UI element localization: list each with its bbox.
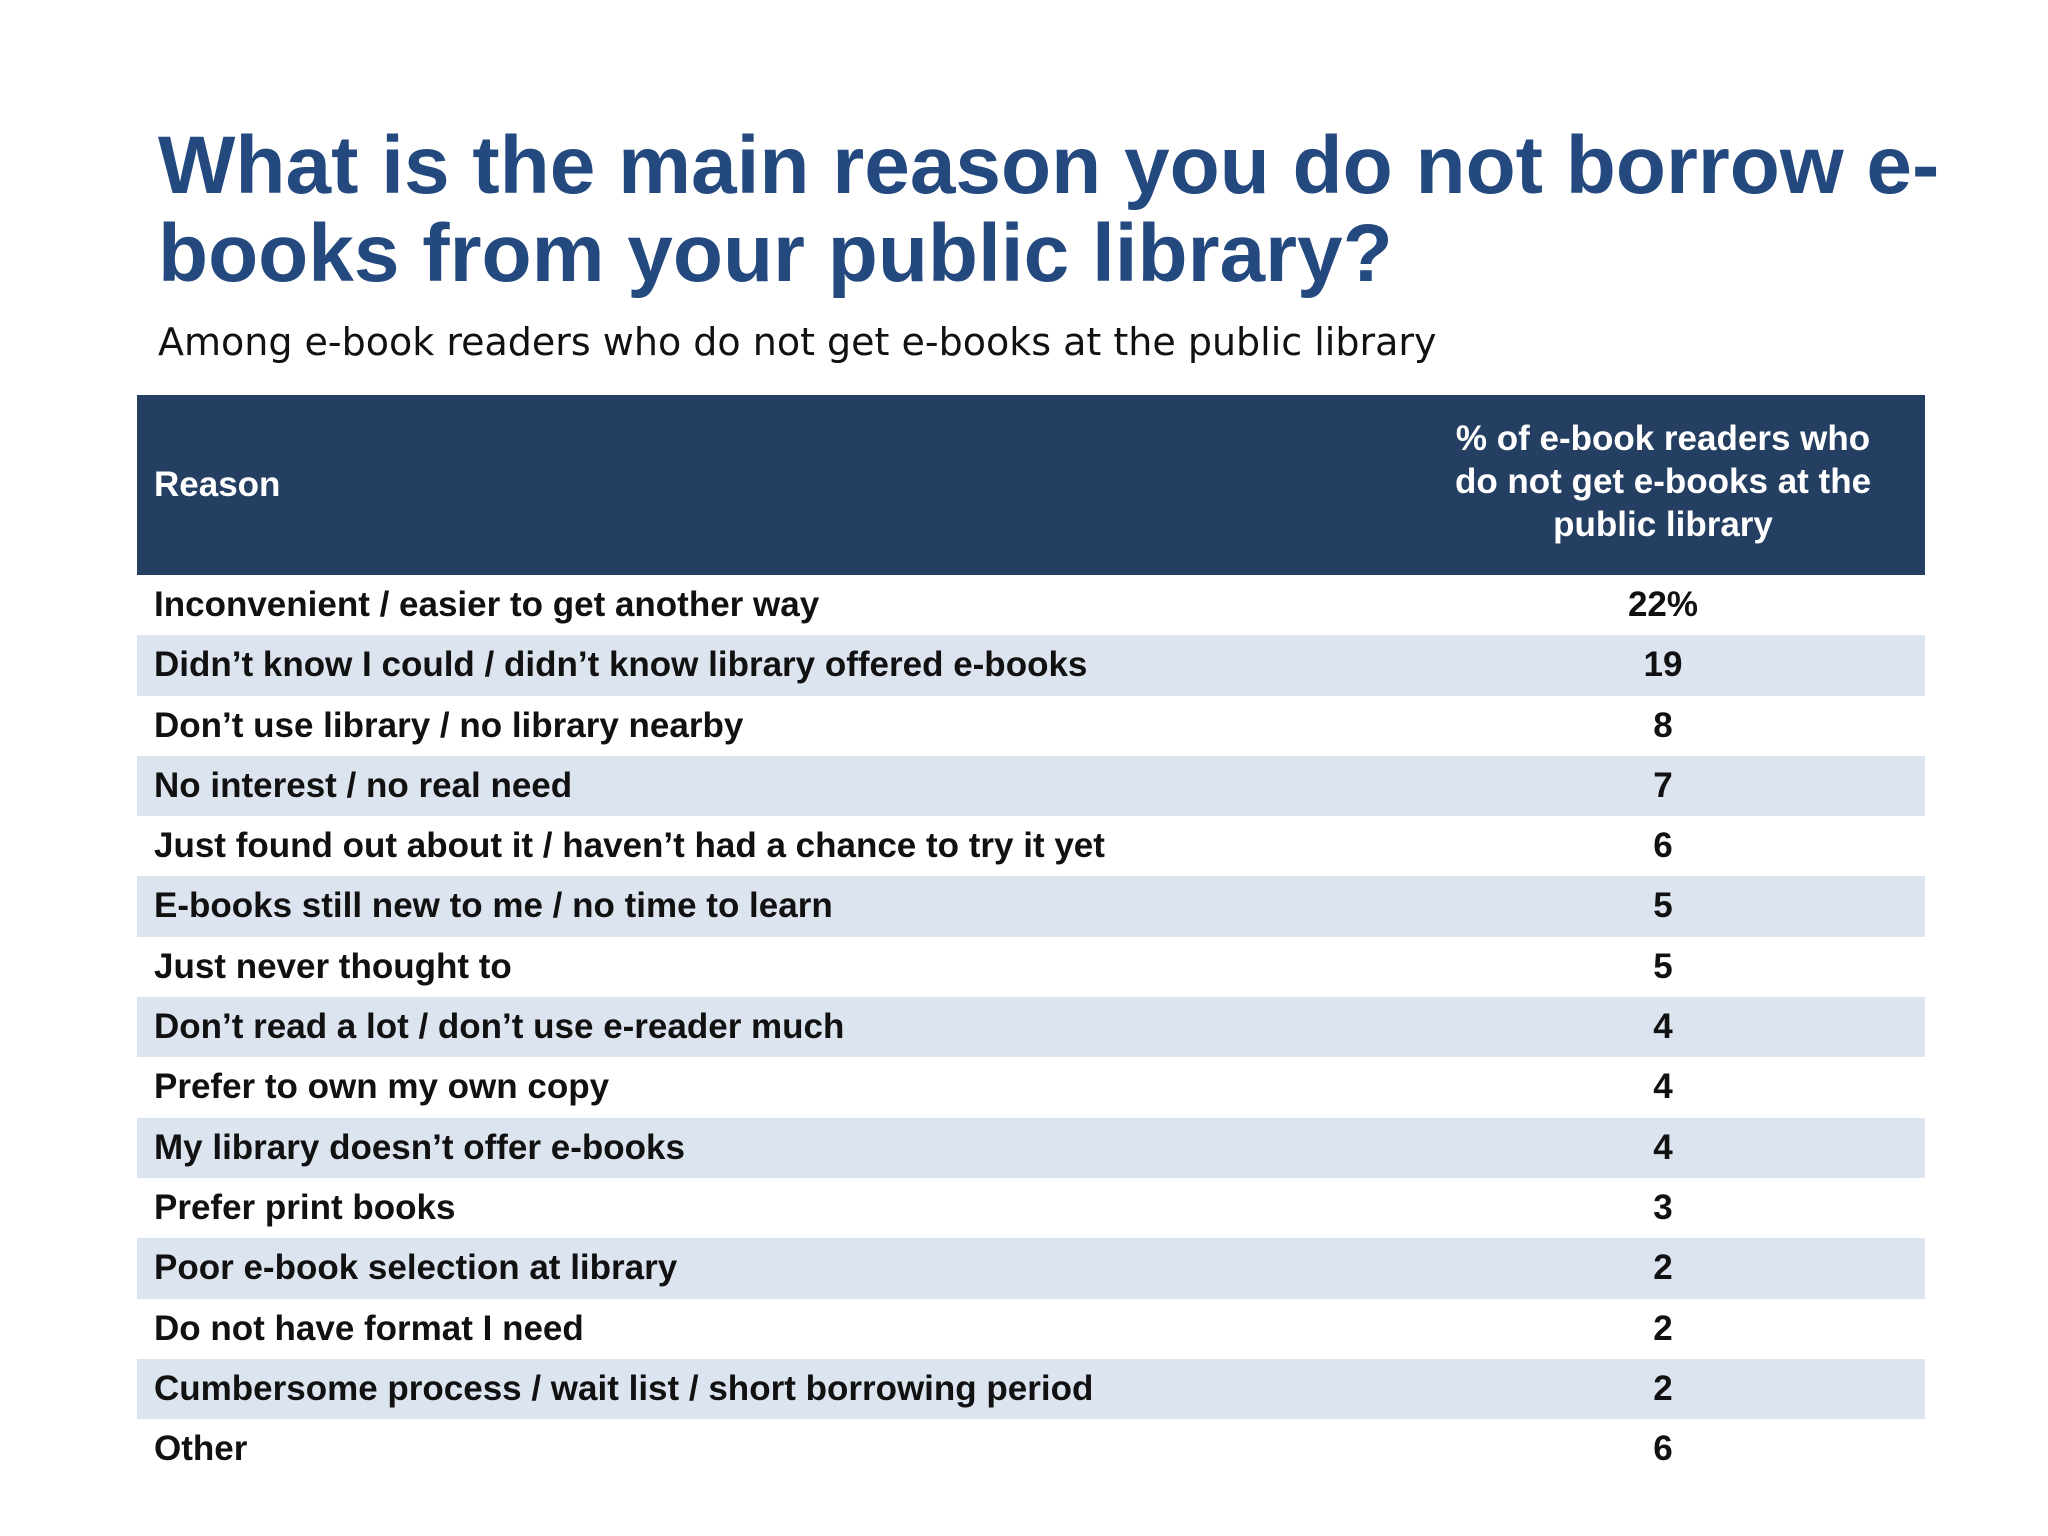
percent-cell: 5 xyxy=(1653,886,1673,926)
page-title: What is the main reason you do not borro… xyxy=(158,120,1940,299)
reason-cell: No interest / no real need xyxy=(154,765,573,805)
percent-cell: 6 xyxy=(1653,826,1673,866)
reason-cell: Cumbersome process / wait list / short b… xyxy=(154,1368,1094,1408)
percent-cell: 2 xyxy=(1653,1368,1673,1408)
reason-cell: E-books still new to me / no time to lea… xyxy=(154,886,833,926)
reason-cell: My library doesn’t offer e-books xyxy=(154,1127,685,1167)
table-row: Prefer print books 3 xyxy=(137,1178,1925,1238)
reason-cell: Prefer to own my own copy xyxy=(154,1067,610,1107)
table-row: Do not have format I need 2 xyxy=(137,1299,1925,1359)
reason-cell: Just never thought to xyxy=(154,946,512,986)
table-row: Prefer to own my own copy 4 xyxy=(137,1057,1925,1117)
table-row: Poor e-book selection at library 2 xyxy=(137,1238,1925,1299)
percent-cell: 3 xyxy=(1653,1187,1673,1227)
table-row: E-books still new to me / no time to lea… xyxy=(137,876,1925,937)
percent-cell: 7 xyxy=(1653,765,1673,805)
reason-cell: Didn’t know I could / didn’t know librar… xyxy=(154,645,1088,685)
table-row: Inconvenient / easier to get another way… xyxy=(137,575,1925,635)
percent-cell: 4 xyxy=(1653,1067,1673,1107)
table-row: Don’t read a lot / don’t use e-reader mu… xyxy=(137,997,1925,1058)
reason-cell: Do not have format I need xyxy=(154,1308,584,1348)
table-row: Cumbersome process / wait list / short b… xyxy=(137,1358,1925,1420)
table-row: Just found out about it / haven’t had a … xyxy=(137,816,1925,876)
table-row: No interest / no real need 7 xyxy=(137,755,1925,817)
table-row: My library doesn’t offer e-books 4 xyxy=(137,1117,1925,1178)
percent-cell: 4 xyxy=(1653,1127,1673,1167)
column-header-percent: % of e-book readers who do not get e-boo… xyxy=(1454,419,1872,544)
table-header: Reason % of e-book readers who do not ge… xyxy=(137,395,1925,575)
reason-cell: Don’t use library / no library nearby xyxy=(154,705,744,745)
reason-cell: Inconvenient / easier to get another way xyxy=(154,585,820,624)
percent-cell: 8 xyxy=(1653,705,1673,745)
percent-cell: 19 xyxy=(1643,645,1683,685)
reason-cell: Just found out about it / haven’t had a … xyxy=(154,826,1105,866)
percent-cell: 5 xyxy=(1653,946,1673,986)
page-subtitle: Among e-book readers who do not get e-bo… xyxy=(158,320,1437,364)
reason-cell: Don’t read a lot / don’t use e-reader mu… xyxy=(154,1007,845,1047)
column-header-reason: Reason xyxy=(154,465,281,504)
percent-cell: 6 xyxy=(1653,1429,1673,1469)
table-row: Just never thought to 5 xyxy=(137,937,1925,997)
percent-cell: 4 xyxy=(1653,1007,1673,1047)
percent-cell: 22% xyxy=(1627,585,1699,624)
table-row: Don’t use library / no library nearby 8 xyxy=(137,696,1925,756)
percent-cell: 2 xyxy=(1653,1308,1673,1348)
reason-cell: Other xyxy=(154,1429,248,1469)
reason-cell: Prefer print books xyxy=(154,1187,456,1227)
percent-cell: 2 xyxy=(1653,1248,1673,1288)
table-row: Other 6 xyxy=(137,1419,1925,1479)
reasons-table: Reason % of e-book readers who do not ge… xyxy=(137,395,1925,1479)
table-row: Didn’t know I could / didn’t know librar… xyxy=(137,635,1925,696)
reason-cell: Poor e-book selection at library xyxy=(154,1248,678,1288)
table-body: Inconvenient / easier to get another way… xyxy=(137,575,1925,1479)
